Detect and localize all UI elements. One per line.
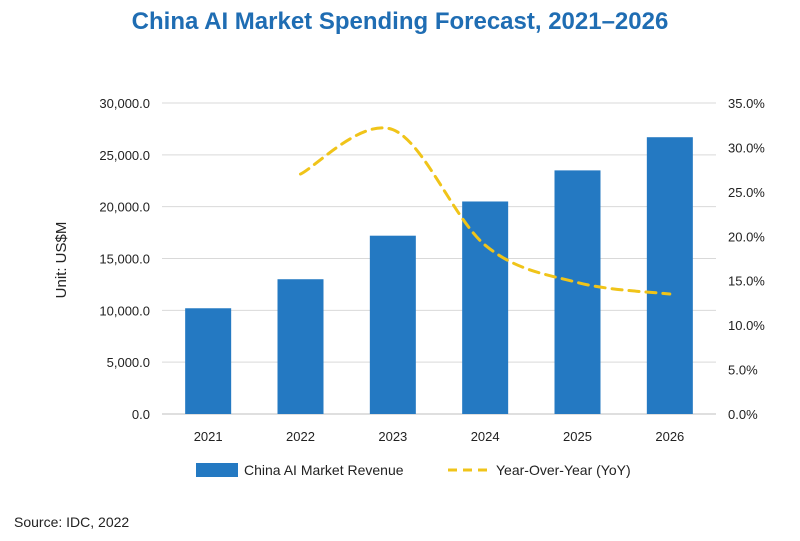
yoy-line	[299, 126, 672, 296]
left-tick-label: 30,000.0	[99, 96, 150, 111]
x-tick-label: 2023	[378, 429, 407, 444]
revenue-bars	[185, 137, 693, 414]
chart-title: China AI Market Spending Forecast, 2021–…	[131, 8, 669, 35]
bar	[185, 308, 232, 414]
right-tick-label: 0.0%	[728, 407, 758, 422]
x-axis-ticks: 2021 2022 2023 2024 2025 2026	[194, 429, 685, 444]
right-tick-label: 30.0%	[728, 140, 765, 155]
x-tick-label: 2025	[563, 429, 592, 444]
right-tick-label: 20.0%	[728, 229, 765, 244]
x-tick-label: 2024	[471, 429, 500, 444]
bar	[462, 201, 509, 414]
legend-label-revenue: China AI Market Revenue	[244, 462, 404, 478]
legend: China AI Market Revenue Year-Over-Year (…	[196, 462, 631, 478]
left-tick-label: 0.0	[132, 407, 150, 422]
left-tick-label: 20,000.0	[99, 200, 150, 215]
bar	[277, 279, 324, 414]
right-axis-ticks: 0.0% 5.0% 10.0% 15.0% 20.0% 25.0% 30.0% 35.0%	[728, 96, 765, 422]
right-tick-label: 10.0%	[728, 318, 765, 333]
right-tick-label: 35.0%	[728, 96, 765, 111]
left-tick-label: 15,000.0	[99, 252, 150, 267]
y-axis-title: Unit: US$M	[53, 222, 70, 299]
yoy-line-path	[299, 126, 672, 296]
bar	[554, 170, 601, 414]
left-tick-label: 10,000.0	[99, 303, 150, 318]
gridlines	[162, 102, 716, 415]
right-tick-label: 15.0%	[728, 274, 765, 289]
x-tick-label: 2021	[194, 429, 223, 444]
legend-label-yoy: Year-Over-Year (YoY)	[496, 462, 631, 478]
source-note: Source: IDC, 2022	[14, 514, 130, 530]
legend-swatch-revenue	[196, 463, 238, 477]
right-tick-label: 5.0%	[728, 363, 758, 378]
x-tick-label: 2026	[655, 429, 684, 444]
bar	[369, 235, 416, 414]
left-axis-ticks: 0.0 5,000.0 10,000.0 15,000.0 20,000.0 25,000…	[99, 96, 150, 422]
left-tick-label: 5,000.0	[107, 355, 150, 370]
right-tick-label: 25.0%	[728, 185, 765, 200]
bar	[646, 137, 693, 414]
x-tick-label: 2022	[286, 429, 315, 444]
left-tick-label: 25,000.0	[99, 148, 150, 163]
